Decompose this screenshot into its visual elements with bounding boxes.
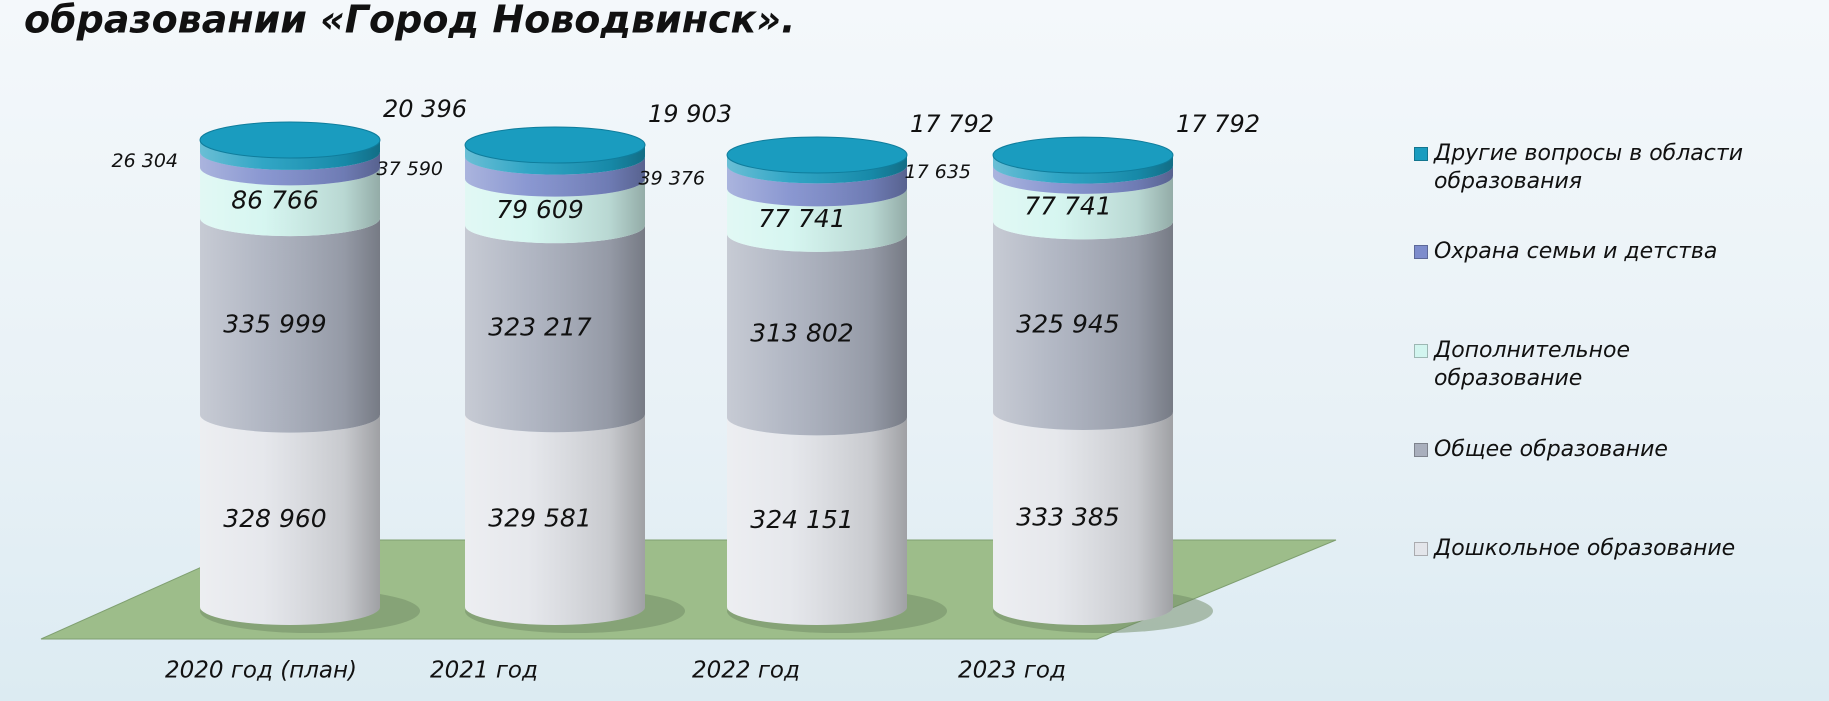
legend-item: Общее образование [1414,436,1814,464]
legend-item: Другие вопросы в области образования [1414,140,1814,196]
segment-shade [993,175,1173,240]
x-tick-label: 2020 год (план) [165,658,357,684]
segment-shade [993,165,1173,194]
data-label: 19 903 [648,100,732,128]
segment-shade [727,417,907,625]
data-label: 39 376 [639,167,705,189]
legend-swatch [1414,245,1428,259]
data-label: 325 945 [1016,310,1119,339]
data-label: 77 741 [1024,192,1111,221]
segment-shade [465,414,645,625]
segment-shade [465,178,645,244]
cap [199,121,381,159]
x-tick-label: 2021 год [430,658,538,684]
legend-swatch [1414,443,1428,457]
x-tick-label: 2023 год [958,658,1066,684]
data-label: 77 741 [758,204,845,233]
data-label: 329 581 [488,504,591,533]
segment-shade [993,412,1173,625]
segment-shade [200,218,380,433]
legend-label: Общее образование [1434,437,1668,462]
legend-swatch [1414,147,1428,161]
segment-shade [727,233,907,436]
legend-item: Дополнительное образование [1414,337,1814,393]
legend-label: Другие вопросы в области образования [1434,141,1743,194]
segment-shade [465,156,645,197]
chart-title: образовании «Город Новодвинск». [24,0,795,42]
legend-item: Охрана семьи и детства [1414,238,1814,266]
legend-label: Охрана семьи и детства [1434,239,1718,264]
data-label: 26 304 [112,150,178,172]
cap [464,126,646,164]
data-label: 20 396 [383,95,467,123]
segment-shade [993,221,1173,431]
segment-shade [200,414,380,625]
legend-item: Дошкольное образование [1414,535,1814,563]
data-label: 335 999 [223,309,326,338]
data-label: 323 217 [488,313,591,342]
legend-label: Дошкольное образование [1434,536,1736,561]
data-label: 328 960 [223,504,326,533]
data-label: 37 590 [377,158,443,180]
segment-shade [993,155,1173,184]
legend-swatch [1414,344,1428,358]
legend-label: Дополнительное образование [1434,338,1630,391]
data-label: 79 609 [496,195,583,224]
data-label: 333 385 [1016,503,1119,532]
cap [726,136,908,174]
data-label: 86 766 [231,186,318,215]
legend-swatch [1414,542,1428,556]
segment-shade [727,154,907,184]
segment-shade [465,225,645,433]
segment-shade [200,167,380,237]
segment-shade [200,151,380,186]
cap [992,136,1174,174]
segment-shade [727,165,907,207]
segment-shade [465,144,645,175]
data-label: 17 792 [910,110,994,138]
data-label: 17 635 [905,161,971,183]
segment-shade [727,188,907,252]
data-label: 17 792 [1176,110,1260,138]
segment-shade [200,140,380,170]
data-label: 313 802 [750,319,853,348]
data-label: 324 151 [750,505,853,534]
x-tick-label: 2022 год [692,658,800,684]
